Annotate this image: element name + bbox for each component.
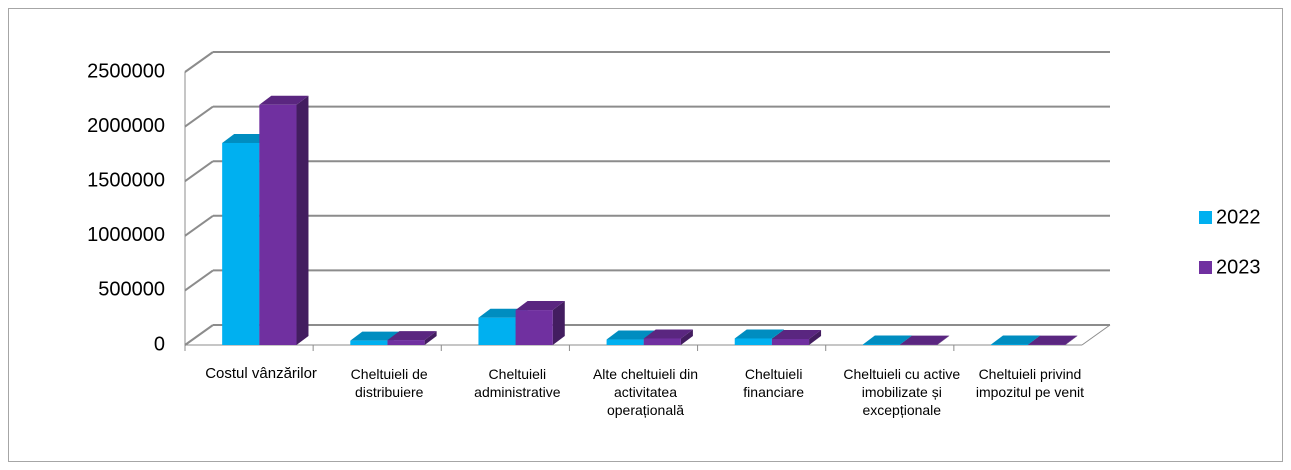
bar [222,142,260,345]
y-tick-label: 2000000 [87,115,165,137]
legend-swatch [1199,211,1212,224]
bar [515,310,553,345]
legend-label: 2023 [1216,256,1261,278]
y-tick-label: 500000 [98,279,165,301]
y-tick-label: 2500000 [87,60,165,82]
bar [350,340,388,345]
bar-side [424,331,437,345]
bar [387,340,425,345]
grid-side [184,105,214,128]
grid-side [184,214,214,237]
bar-top [259,95,309,105]
bar-side [1065,335,1078,345]
floor-right [1081,324,1111,346]
bar-side [296,95,309,345]
x-tick-label: Alte cheltuieli din activitatea operațio… [592,366,699,418]
bar [734,338,772,345]
bar-top [387,331,437,341]
bar-side [937,335,950,345]
bar-top [478,308,528,318]
grid-side [184,269,214,292]
x-tick-label: Cheltuieli de distribuiere [350,366,428,400]
grid-side [184,324,214,346]
bar [606,339,644,345]
legend-label: 2022 [1216,206,1261,228]
bar-top [515,301,565,311]
bar [771,338,810,345]
x-tick-label: Costul vânzărilor [205,365,317,382]
bar-top [900,335,950,345]
bar-top [771,329,822,339]
x-tick-label: Cheltuieli cu active imobilizate și exce… [843,366,961,418]
y-tick-label: 0 [154,333,165,355]
bar [478,317,516,345]
bar-top [606,330,656,340]
bar-top [862,335,913,345]
grid-side [184,160,214,183]
bar [259,104,297,345]
bar-top [734,329,784,339]
x-tick-label: Cheltuieli financiare [743,366,804,400]
y-tick-label: 1500000 [87,169,165,191]
bar-top [222,133,272,143]
bar [991,344,1029,345]
bar-top [991,335,1041,345]
bar [862,344,901,345]
bar-side [552,301,565,345]
x-tick-label: Cheltuieli administrative [474,366,561,400]
chart-border [8,8,1283,462]
bar-side [809,329,822,345]
grid-side [184,51,214,73]
bar-top [350,331,400,341]
y-tick-label: 1000000 [87,224,165,246]
x-tick-label: Cheltuieli privind impozitul pe venit [975,366,1084,400]
bar-top [1028,335,1078,345]
legend-swatch [1199,261,1212,274]
bar-top [643,329,693,339]
bar-side [680,329,693,345]
bar [643,338,681,345]
